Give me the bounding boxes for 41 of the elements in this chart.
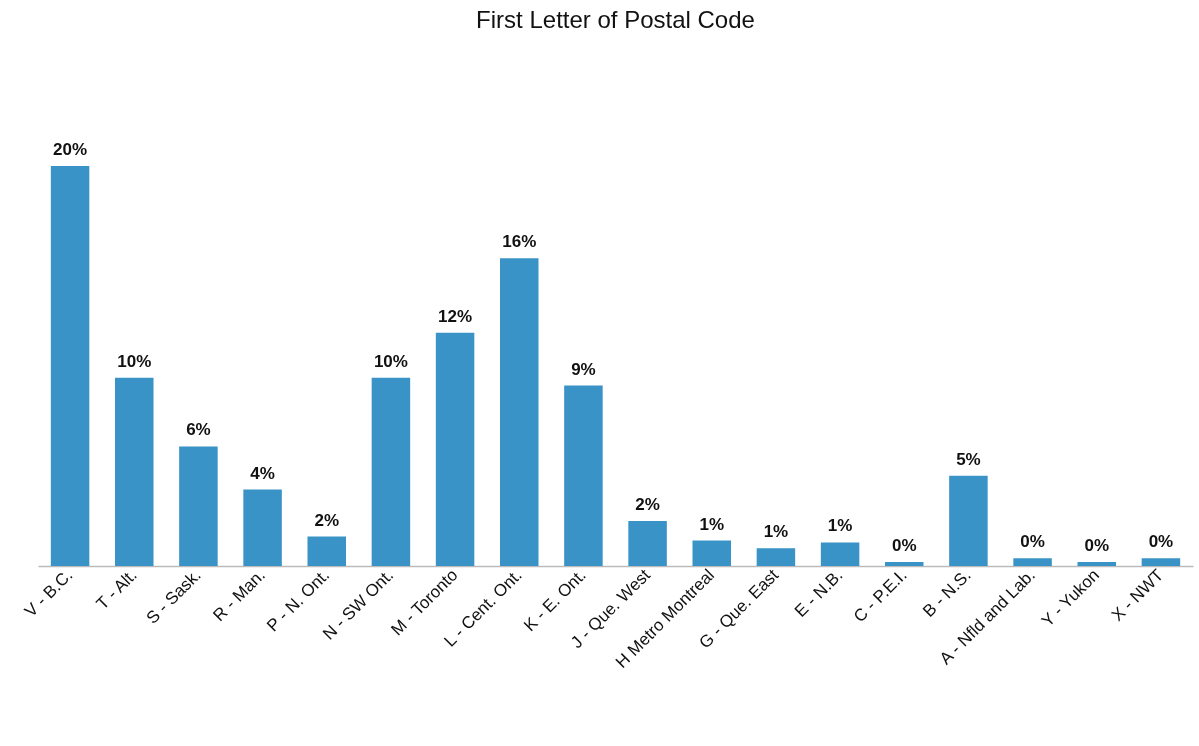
bar: [115, 377, 154, 566]
bar: [949, 475, 988, 566]
data-label: 4%: [250, 463, 275, 483]
bar: [1141, 558, 1181, 566]
bar: [820, 542, 860, 566]
data-label: 12%: [438, 306, 473, 326]
bar: [50, 166, 90, 566]
bar: [243, 489, 282, 566]
data-label: 6%: [186, 420, 211, 440]
x-tick-label: V - B.C.: [20, 565, 77, 621]
chart-title: First Letter of Postal Code: [476, 6, 755, 33]
data-label: 0%: [1084, 536, 1110, 556]
data-label: 1%: [827, 516, 853, 536]
bar: [500, 258, 539, 566]
data-label: 2%: [635, 494, 660, 514]
bar: [435, 332, 475, 566]
bar: [307, 536, 346, 566]
bar: [885, 562, 924, 566]
data-label: 0%: [891, 536, 917, 556]
bar: [628, 520, 667, 566]
data-label: 0%: [1020, 532, 1045, 552]
bar: [564, 385, 603, 566]
data-label: 0%: [1148, 532, 1174, 552]
bar: [1077, 562, 1116, 566]
x-tick-label: B - N.S.: [919, 565, 975, 621]
bar: [179, 446, 218, 566]
bar: [1013, 558, 1052, 566]
data-label: 1%: [699, 514, 725, 534]
bar: [756, 548, 796, 566]
data-label: 9%: [571, 359, 596, 379]
x-tick-label: T - Alt.: [92, 565, 141, 614]
data-label: 20%: [53, 140, 88, 159]
data-label: 5%: [956, 449, 981, 469]
data-label: 2%: [314, 510, 340, 530]
data-label: 10%: [373, 351, 408, 371]
data-label: 1%: [763, 522, 789, 542]
bar: [371, 377, 411, 566]
x-tick-label: E - N.B.: [790, 565, 847, 621]
bar: [692, 540, 731, 566]
data-label: 10%: [117, 351, 152, 371]
data-label: 16%: [502, 232, 537, 252]
